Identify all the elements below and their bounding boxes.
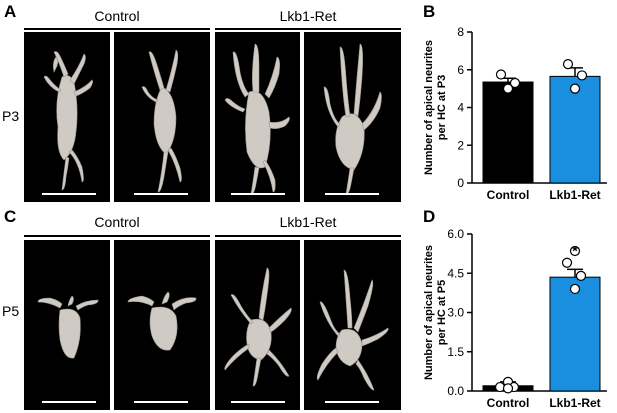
group-label-lkb1-bottom: Lkb1-Ret [279, 214, 337, 230]
data-point [561, 257, 573, 268]
group-line-lkb1-bottom [215, 235, 401, 237]
data-point [502, 383, 514, 394]
cell-render-lkb1-p5-1 [224, 267, 292, 387]
group-line-control-top [24, 28, 210, 30]
y-tick-label: 4 [457, 101, 464, 115]
micrograph-lkb1-p5-1 [215, 240, 300, 410]
data-point [495, 69, 507, 80]
scale-bar [231, 193, 285, 195]
panel-letter-c: C [4, 207, 17, 226]
micrograph-control-p5-2 [114, 240, 210, 410]
y-tick-label: 4.5 [447, 266, 464, 280]
bar-lkb1-ret [549, 75, 601, 184]
x-tick-label: Control [487, 396, 530, 410]
scale-bar [134, 193, 188, 195]
micrograph-control-p3-2 [114, 32, 210, 202]
data-point [569, 283, 581, 295]
group-label-control-top: Control [94, 8, 140, 24]
group-label-control-bottom: Control [94, 214, 140, 230]
group-line-lkb1-top [215, 28, 401, 30]
x-tick-label: Control [487, 188, 530, 202]
data-point [562, 58, 574, 70]
y-tick-label: 2 [457, 138, 464, 152]
scale-bar [134, 401, 188, 403]
y-axis-label: Number of apical neurites per HC at P5 [423, 245, 448, 380]
scale-bar [42, 401, 96, 403]
cell-render-control-p5-2 [127, 291, 197, 351]
cell-render-lkb1-p3-2 [323, 43, 382, 195]
y-tick-label: 3.0 [447, 306, 464, 320]
cell-render-lkb1-p3-1 [224, 43, 290, 195]
y-tick-label: 0.0 [447, 384, 464, 398]
y-tick-label: 6 [457, 63, 464, 77]
y-tick-label: 1.5 [447, 345, 464, 359]
y-axis-label-line1: Number of apical neurites [423, 245, 435, 380]
data-point [509, 77, 521, 89]
panel-letter-b: B [423, 2, 436, 21]
cell-render-lkb1-p5-2 [316, 269, 389, 391]
x-tick-label: Lkb1-Ret [549, 396, 600, 410]
y-axis-label-line2: per HC at P5 [436, 280, 448, 345]
group-label-lkb1-top: Lkb1-Ret [279, 8, 337, 24]
scale-bar [231, 401, 285, 403]
y-tick-label: 0 [457, 176, 464, 190]
micrograph-lkb1-p3-2 [304, 32, 401, 202]
scale-bar [325, 401, 379, 403]
panel-letter-d: D [423, 207, 436, 226]
row-label-p5: P5 [2, 303, 20, 319]
cell-render-control-p3-1 [43, 51, 93, 191]
data-point [576, 70, 588, 81]
scale-bar [42, 193, 96, 195]
micrograph-control-p5-1 [24, 240, 110, 410]
bar-chart-b: 0 2 4 6 8 Number of apical neurites per HC at … [423, 25, 607, 202]
bar-chart-d: 0.0 1.5 3.0 4.5 6.0 Number of apical neurites… [423, 227, 607, 410]
panel-letter-a: A [4, 2, 17, 21]
y-axis-label: Number of apical neurites per HC at P3 [423, 40, 448, 175]
y-axis-label-line1: Number of apical neurites [423, 40, 435, 175]
scale-bar [325, 193, 379, 195]
bar-control [482, 81, 534, 184]
micrograph-lkb1-p5-2 [304, 240, 401, 410]
bar-lkb1-ret [549, 276, 601, 392]
group-line-control-bottom [24, 235, 210, 237]
cell-render-control-p5-1 [37, 295, 99, 359]
row-label-p3: P3 [2, 108, 20, 124]
cell-render-control-p3-2 [141, 49, 182, 193]
y-tick-label: 8 [457, 25, 464, 39]
y-tick-label: 6.0 [447, 227, 464, 241]
data-point [569, 245, 581, 257]
x-tick-label: Lkb1-Ret [549, 188, 600, 202]
micrograph-lkb1-p3-1 [215, 32, 300, 202]
y-axis-label-line2: per HC at P3 [436, 75, 448, 140]
significance-marker: * [572, 242, 578, 258]
data-point [575, 270, 587, 281]
micrograph-control-p3-1 [24, 32, 110, 202]
data-point [502, 83, 514, 94]
data-point [569, 83, 581, 94]
